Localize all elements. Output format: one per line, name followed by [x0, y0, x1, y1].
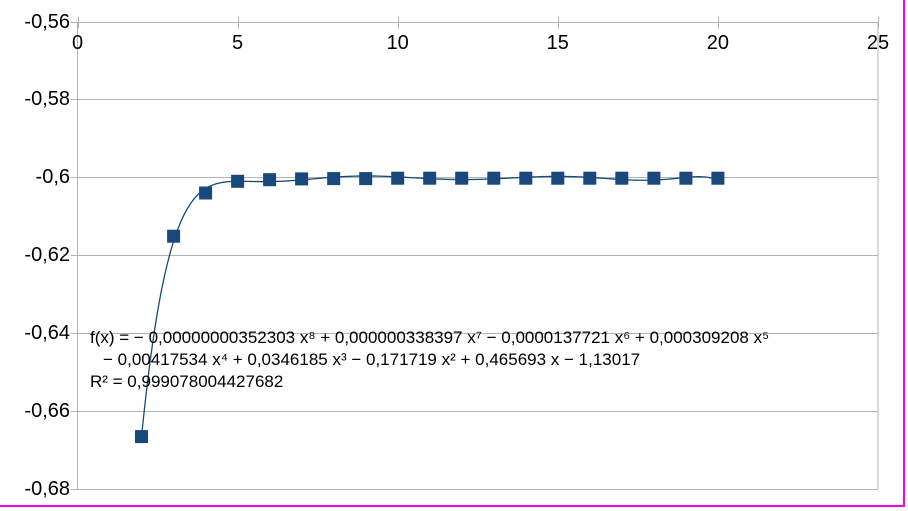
equation-line-2: − 0,00417534 x⁴ + 0,0346185 x³ − 0,17171…: [103, 350, 641, 369]
data-point-marker: [231, 174, 245, 188]
data-point-marker: [487, 171, 501, 185]
x-tick-label: 10: [386, 32, 409, 54]
y-tick-label: -0,62: [24, 244, 70, 266]
page-break-line-horizontal: [0, 505, 905, 507]
data-point-marker: [167, 229, 181, 243]
data-point-marker: [551, 171, 565, 185]
data-point-marker: [199, 186, 213, 200]
data-point-marker: [615, 171, 629, 185]
data-point-marker: [391, 171, 405, 185]
data-point-marker: [519, 171, 533, 185]
page-break-line-vertical: [903, 0, 905, 507]
data-point-marker: [455, 171, 469, 185]
trendline-equation: f(x) = − 0,00000000352303 x⁸ + 0,0000003…: [90, 327, 769, 393]
data-point-marker: [263, 173, 277, 187]
y-tick-label: -0,66: [24, 399, 70, 422]
data-point-marker: [679, 171, 693, 185]
equation-r-squared: R² = 0,999078004427682: [90, 372, 284, 391]
x-tick-label: 15: [546, 32, 569, 54]
data-point-marker: [711, 171, 725, 185]
y-tick-label: -0,56: [24, 10, 70, 33]
x-tick-label: 0: [71, 32, 84, 54]
x-tick-label: 25: [866, 32, 890, 54]
data-point-marker: [327, 172, 341, 186]
equation-line-1: f(x) = − 0,00000000352303 x⁸ + 0,0000003…: [90, 328, 770, 347]
data-point-marker: [583, 171, 597, 185]
y-tick-label: -0,58: [24, 88, 70, 111]
data-point-marker: [423, 171, 437, 185]
x-tick-label: 5: [232, 32, 244, 54]
y-tick-label: -0,64: [24, 321, 70, 344]
data-point-marker: [359, 172, 373, 186]
y-tick-label: -0,68: [24, 477, 70, 500]
data-point-marker: [295, 172, 309, 186]
trendline-curve: [140, 175, 719, 437]
data-point-marker: [647, 171, 661, 185]
y-tick-label: -0,6: [35, 166, 70, 189]
data-point-marker: [135, 430, 148, 444]
x-tick-label: 20: [706, 32, 730, 54]
